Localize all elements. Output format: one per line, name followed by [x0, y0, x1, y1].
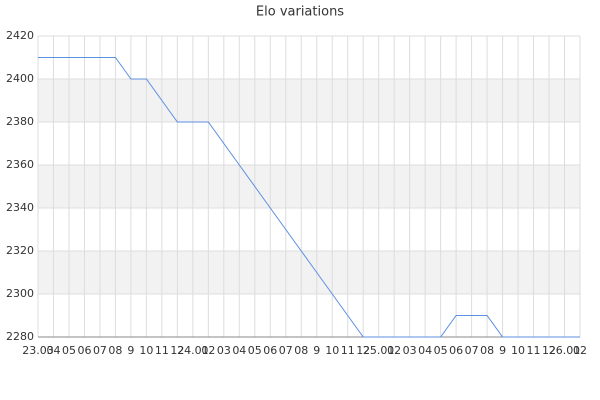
x-tick-label: 9	[499, 344, 506, 357]
y-tick-label: 2360	[6, 158, 34, 171]
x-tick-label: 07	[465, 344, 479, 357]
x-tick-label: 11	[155, 344, 169, 357]
x-tick-label: 04	[232, 344, 246, 357]
x-tick-label: 04	[46, 344, 60, 357]
x-tick-label: 08	[480, 344, 494, 357]
x-tick-label: 10	[139, 344, 153, 357]
x-tick-label: 12	[170, 344, 184, 357]
x-tick-label: 10	[325, 344, 339, 357]
chart-title: Elo variations	[256, 5, 344, 20]
x-tick-label: 07	[279, 344, 293, 357]
y-tick-label: 2280	[6, 330, 34, 343]
grid-band	[38, 251, 580, 294]
grid-band	[38, 165, 580, 208]
x-tick-label: 12	[356, 344, 370, 357]
marks	[38, 57, 580, 338]
y-tick-label: 2420	[6, 29, 34, 42]
x-tick-label: 08	[108, 344, 122, 357]
x-tick-label: 05	[248, 344, 262, 357]
x-tick-label: 02	[387, 344, 401, 357]
x-tick-label: 9	[127, 344, 134, 357]
x-tick-label: 03	[217, 344, 231, 357]
y-tick-label: 2400	[6, 72, 34, 85]
x-tick-label: 25.01	[363, 344, 395, 357]
x-tick-label: 02	[573, 344, 587, 357]
grid-band	[38, 79, 580, 122]
x-tick-label: 04	[418, 344, 432, 357]
x-tick-label: 07	[93, 344, 107, 357]
x-tick-label: 06	[263, 344, 277, 357]
x-tick-label: 11	[341, 344, 355, 357]
x-tick-label: 02	[201, 344, 215, 357]
x-tick-label: 12	[542, 344, 556, 357]
x-tick-label: 05	[62, 344, 76, 357]
y-tick-label: 2380	[6, 115, 34, 128]
line	[38, 57, 580, 338]
x-tick-label: 26.01	[549, 344, 581, 357]
y-tick-label: 2340	[6, 201, 34, 214]
x-tick-label: 9	[313, 344, 320, 357]
x-tick-label: 06	[449, 344, 463, 357]
x-tick-label: 23.03	[22, 344, 54, 357]
x-tick-label: 05	[434, 344, 448, 357]
x-tick-label: 11	[527, 344, 541, 357]
x-tick-label: 03	[403, 344, 417, 357]
x-tick-label: 08	[294, 344, 308, 357]
x-tick-label: 06	[77, 344, 91, 357]
x-tick-label: 10	[511, 344, 525, 357]
y-tick-label: 2320	[6, 244, 34, 257]
y-tick-label: 2300	[6, 287, 34, 300]
x-tick-label: 24.01	[177, 344, 209, 357]
